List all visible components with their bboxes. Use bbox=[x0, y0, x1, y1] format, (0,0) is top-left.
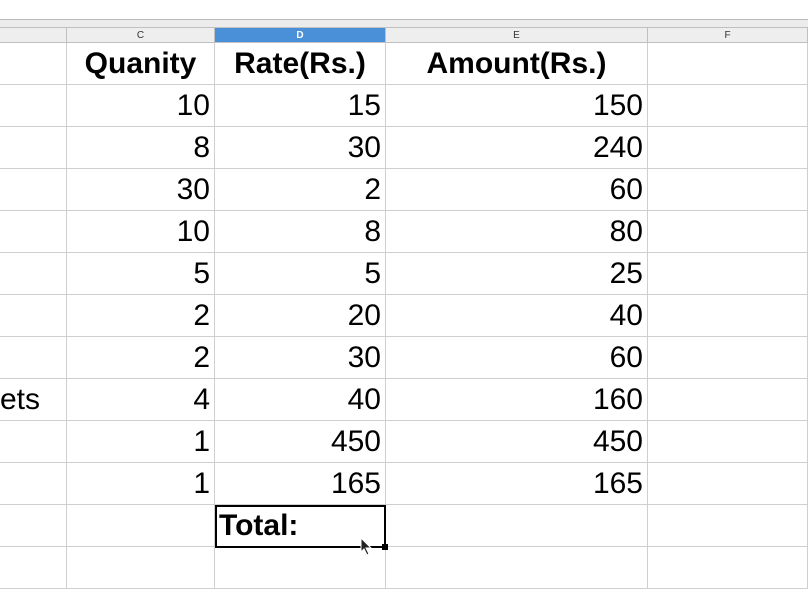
cell-amount[interactable]: 40 bbox=[386, 295, 648, 337]
cell-item[interactable]: ets bbox=[0, 379, 67, 421]
cell-rate[interactable]: 20 bbox=[215, 295, 386, 337]
cell[interactable] bbox=[648, 43, 808, 85]
cell[interactable] bbox=[648, 547, 808, 589]
column-header-f[interactable]: F bbox=[648, 27, 808, 43]
selected-cell-cursor[interactable] bbox=[215, 505, 386, 548]
toolbar-area bbox=[0, 0, 808, 20]
header-strip bbox=[0, 20, 808, 27]
cell-rate[interactable]: 15 bbox=[215, 85, 386, 127]
cell-rate[interactable]: 5 bbox=[215, 253, 386, 295]
cell[interactable] bbox=[648, 337, 808, 379]
cell-rate[interactable]: 40 bbox=[215, 379, 386, 421]
cell[interactable] bbox=[0, 505, 67, 547]
cell-quantity[interactable]: 8 bbox=[67, 127, 215, 169]
cell[interactable] bbox=[648, 505, 808, 547]
cell-item[interactable] bbox=[0, 211, 67, 253]
cell-quantity[interactable]: 1 bbox=[67, 421, 215, 463]
header-rate[interactable]: Rate(Rs.) bbox=[215, 43, 386, 85]
cell[interactable] bbox=[67, 547, 215, 589]
cell[interactable] bbox=[215, 547, 386, 589]
cell-item[interactable] bbox=[0, 85, 67, 127]
cell-item[interactable] bbox=[0, 253, 67, 295]
cell-rate[interactable]: 450 bbox=[215, 421, 386, 463]
column-header-d[interactable]: D bbox=[215, 27, 386, 43]
autofill-handle[interactable] bbox=[382, 544, 388, 550]
cell-quantity[interactable]: 2 bbox=[67, 337, 215, 379]
cell-item[interactable] bbox=[0, 295, 67, 337]
cell-rate[interactable]: 30 bbox=[215, 127, 386, 169]
cell-quantity[interactable]: 2 bbox=[67, 295, 215, 337]
cell-amount[interactable]: 80 bbox=[386, 211, 648, 253]
cell-rate[interactable]: 8 bbox=[215, 211, 386, 253]
cell[interactable] bbox=[648, 295, 808, 337]
cell-amount[interactable]: 450 bbox=[386, 421, 648, 463]
cell[interactable] bbox=[67, 505, 215, 547]
cell-quantity[interactable]: 4 bbox=[67, 379, 215, 421]
cell-rate[interactable]: 2 bbox=[215, 169, 386, 211]
cell-rate[interactable]: 165 bbox=[215, 463, 386, 505]
cell-quantity[interactable]: 1 bbox=[67, 463, 215, 505]
cell-amount[interactable]: 240 bbox=[386, 127, 648, 169]
cell[interactable] bbox=[648, 85, 808, 127]
cell-item[interactable] bbox=[0, 127, 67, 169]
cell-quantity[interactable]: 10 bbox=[67, 211, 215, 253]
cell-quantity[interactable]: 30 bbox=[67, 169, 215, 211]
cell-item[interactable] bbox=[0, 421, 67, 463]
cell[interactable] bbox=[0, 547, 67, 589]
cell[interactable] bbox=[386, 547, 648, 589]
cell-amount[interactable]: 60 bbox=[386, 169, 648, 211]
cell[interactable] bbox=[648, 127, 808, 169]
cell-amount[interactable]: 160 bbox=[386, 379, 648, 421]
cell-amount[interactable]: 60 bbox=[386, 337, 648, 379]
cell-quantity[interactable]: 10 bbox=[67, 85, 215, 127]
cell[interactable] bbox=[0, 43, 67, 85]
cell[interactable] bbox=[648, 253, 808, 295]
cell-amount[interactable]: 165 bbox=[386, 463, 648, 505]
cell[interactable] bbox=[386, 505, 648, 547]
cell[interactable] bbox=[648, 169, 808, 211]
column-header-c[interactable]: C bbox=[67, 27, 215, 43]
cell-item[interactable] bbox=[0, 337, 67, 379]
header-quantity[interactable]: Quanity bbox=[67, 43, 215, 85]
cell-rate[interactable]: 30 bbox=[215, 337, 386, 379]
cell[interactable] bbox=[648, 463, 808, 505]
cell-quantity[interactable]: 5 bbox=[67, 253, 215, 295]
header-amount[interactable]: Amount(Rs.) bbox=[386, 43, 648, 85]
cell[interactable] bbox=[648, 421, 808, 463]
column-header-e[interactable]: E bbox=[386, 27, 648, 43]
cell[interactable] bbox=[648, 379, 808, 421]
cell-item[interactable] bbox=[0, 463, 67, 505]
cell-item[interactable] bbox=[0, 169, 67, 211]
column-header-b[interactable] bbox=[0, 27, 67, 43]
mouse-pointer-icon bbox=[360, 537, 373, 556]
cell-amount[interactable]: 150 bbox=[386, 85, 648, 127]
cell-amount[interactable]: 25 bbox=[386, 253, 648, 295]
cell[interactable] bbox=[648, 211, 808, 253]
